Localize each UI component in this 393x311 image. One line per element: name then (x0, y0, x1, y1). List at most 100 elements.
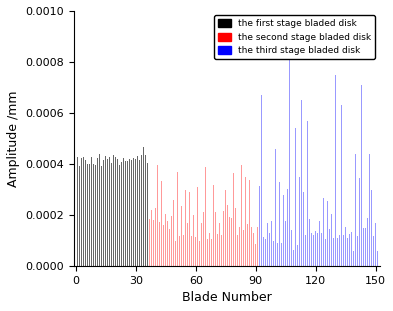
Bar (359, 178, 360, 266)
Bar (147, 163, 149, 266)
Bar (313, 235, 314, 266)
Bar (95, 165, 96, 266)
Bar (317, 233, 318, 266)
Bar (143, 146, 144, 266)
Bar (85, 160, 86, 266)
Bar (335, 75, 336, 266)
Bar (197, 187, 198, 266)
Bar (181, 206, 182, 266)
Bar (81, 158, 83, 266)
Bar (145, 155, 146, 266)
Bar (131, 160, 132, 266)
Bar (293, 250, 294, 266)
Bar (191, 236, 192, 266)
Bar (223, 211, 224, 266)
Bar (221, 235, 222, 266)
Bar (211, 239, 212, 266)
Bar (249, 180, 250, 266)
Bar (365, 228, 366, 266)
Bar (279, 182, 280, 266)
Bar (119, 165, 120, 266)
Bar (99, 154, 101, 266)
Bar (345, 227, 346, 266)
Bar (187, 223, 188, 266)
Bar (217, 234, 218, 266)
Bar (185, 190, 186, 266)
Bar (325, 239, 326, 266)
Bar (201, 223, 202, 266)
Bar (369, 154, 370, 266)
Bar (305, 235, 306, 266)
Bar (315, 231, 316, 266)
Bar (189, 192, 190, 266)
Bar (123, 158, 125, 266)
Bar (273, 241, 274, 266)
Bar (289, 39, 290, 266)
Bar (129, 159, 130, 266)
Bar (323, 198, 324, 266)
Bar (287, 189, 288, 266)
Bar (333, 238, 334, 266)
Bar (205, 167, 206, 266)
Bar (253, 233, 254, 266)
Bar (219, 223, 220, 266)
Bar (177, 172, 178, 266)
Bar (149, 219, 151, 266)
Bar (297, 245, 298, 266)
Bar (319, 221, 320, 266)
Bar (329, 229, 330, 266)
Bar (271, 221, 272, 266)
Bar (269, 233, 270, 266)
Bar (265, 239, 266, 266)
Bar (357, 236, 358, 266)
Bar (231, 218, 232, 266)
Bar (165, 214, 166, 266)
Bar (237, 235, 238, 266)
Bar (83, 157, 84, 266)
Bar (155, 208, 156, 266)
Bar (375, 223, 376, 266)
Bar (101, 166, 103, 266)
Bar (295, 128, 296, 266)
Bar (163, 225, 164, 266)
Bar (133, 158, 134, 266)
Bar (307, 121, 308, 266)
X-axis label: Blade Number: Blade Number (182, 291, 272, 304)
Bar (179, 236, 180, 266)
Bar (157, 165, 158, 266)
Bar (125, 161, 127, 266)
Bar (349, 234, 350, 266)
Bar (229, 217, 230, 266)
Bar (353, 251, 354, 266)
Bar (171, 216, 173, 266)
Bar (241, 165, 242, 266)
Bar (377, 251, 378, 266)
Bar (327, 201, 328, 266)
Bar (339, 235, 340, 266)
Bar (299, 177, 300, 266)
Bar (107, 159, 108, 266)
Bar (79, 166, 81, 266)
Bar (235, 208, 236, 266)
Bar (209, 234, 210, 266)
Bar (347, 239, 348, 266)
Y-axis label: Amplitude /mm: Amplitude /mm (7, 90, 20, 187)
Bar (309, 219, 310, 266)
Bar (183, 235, 184, 266)
Bar (105, 156, 107, 266)
Bar (321, 233, 322, 266)
Bar (195, 237, 196, 266)
Bar (233, 173, 234, 266)
Bar (283, 195, 284, 266)
Bar (331, 214, 332, 266)
Bar (341, 105, 342, 266)
Bar (141, 155, 142, 266)
Bar (371, 190, 372, 266)
Bar (153, 220, 154, 266)
Bar (151, 210, 152, 266)
Bar (355, 154, 356, 266)
Bar (267, 223, 268, 266)
Bar (337, 238, 338, 266)
Bar (121, 162, 122, 266)
Bar (261, 95, 262, 266)
